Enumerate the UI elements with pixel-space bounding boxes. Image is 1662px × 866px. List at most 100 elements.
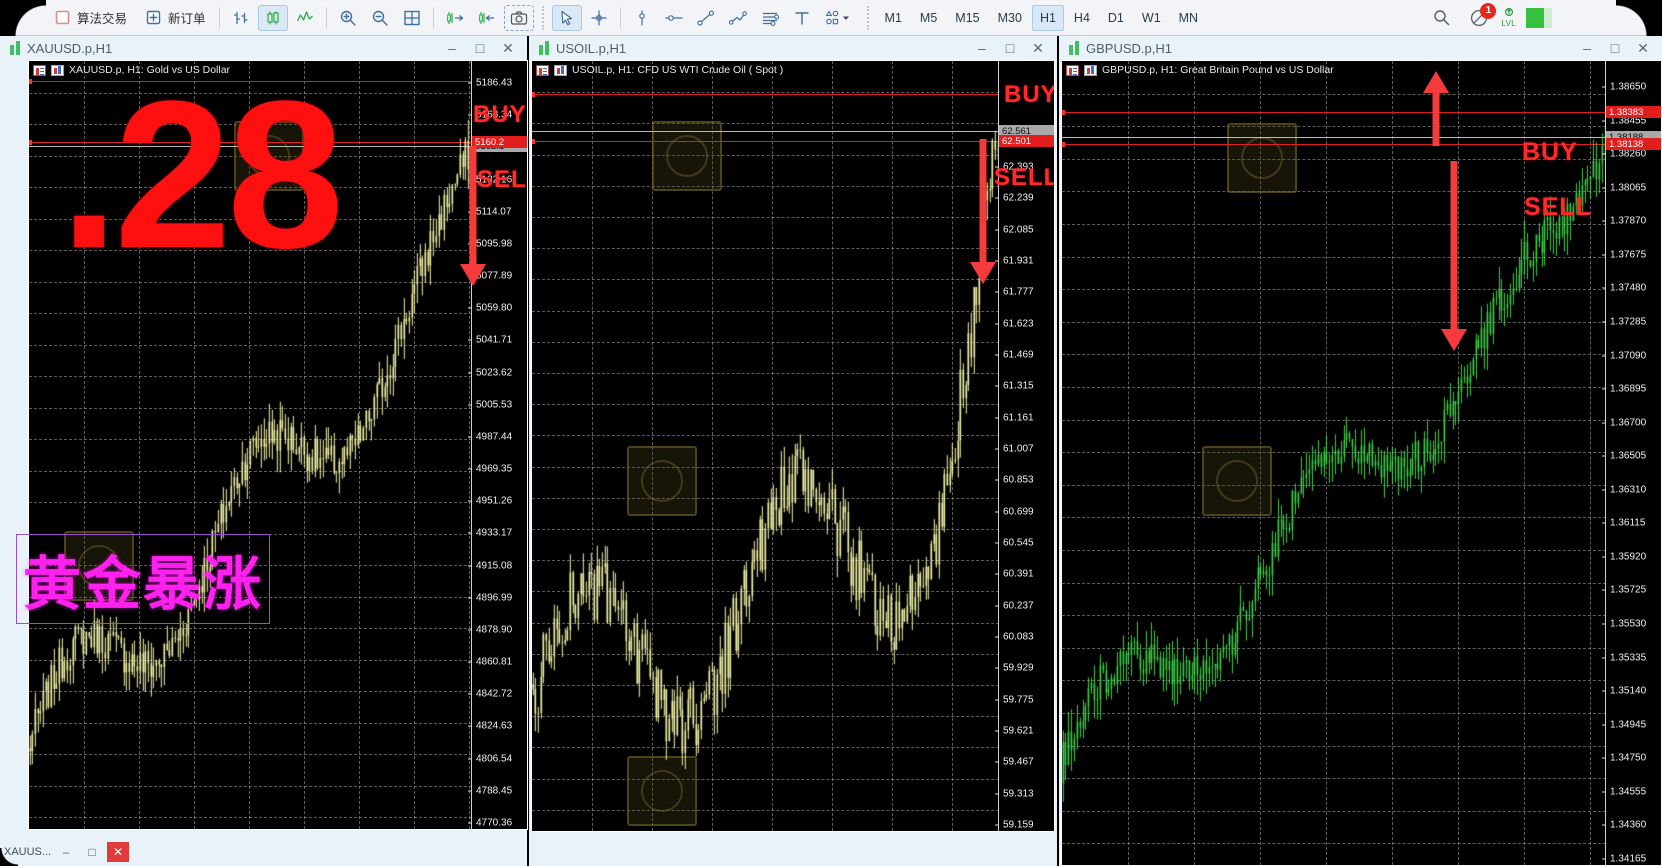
chart-canvas-usoil[interactable]: USOIL.p, H1: CFD US WTI Crude Oil ( Spot… xyxy=(531,60,1055,832)
bar-chart-icon[interactable] xyxy=(226,5,256,31)
shapes-icon[interactable] xyxy=(819,5,859,31)
chart-shift-right-icon[interactable] xyxy=(440,5,470,31)
new-order-button[interactable]: 新订单 xyxy=(136,5,213,31)
axis-tick xyxy=(995,479,999,481)
close-button[interactable]: ✕ xyxy=(502,39,514,56)
axis-label: 1.35140 xyxy=(1610,685,1647,697)
line-chart-icon[interactable] xyxy=(290,5,320,31)
axis-tick xyxy=(995,323,999,325)
maximize-button[interactable]: □ xyxy=(1005,40,1015,56)
axis-label: 4824.63 xyxy=(476,720,513,732)
timeframe-m1[interactable]: M1 xyxy=(884,10,902,25)
axis-label: 1.34945 xyxy=(1610,719,1647,731)
candlestick-chart-icon[interactable] xyxy=(257,4,288,31)
search-icon[interactable] xyxy=(1426,5,1456,31)
vertical-line-icon[interactable] xyxy=(627,5,657,31)
axis-label: 61.623 xyxy=(1003,318,1034,330)
axis-label: 4987.44 xyxy=(476,431,513,443)
chart-shift-left-icon[interactable] xyxy=(472,5,502,31)
trendline-icon[interactable] xyxy=(691,5,721,31)
axis-tick xyxy=(995,229,999,231)
axis-tick xyxy=(468,629,472,631)
zoom-in-icon[interactable] xyxy=(333,5,363,31)
axis-label: 4860.81 xyxy=(476,656,513,668)
algo-trading-button[interactable]: 算法交易 xyxy=(45,5,134,31)
axis-tick xyxy=(995,699,999,701)
connection-status-indicator[interactable] xyxy=(1526,7,1552,28)
bid-price-tag: 1.38138 xyxy=(1606,138,1661,150)
axis-label: 5132.16 xyxy=(476,174,513,186)
price-axis-gbpusd[interactable]: 1.38650 1.38455 1.38260 1.38065 1.37870 1.376… xyxy=(1602,61,1661,865)
axis-label: 1.36700 xyxy=(1610,417,1647,429)
timeframe-h1[interactable]: H1 xyxy=(1031,4,1064,31)
axis-tick xyxy=(1602,388,1606,390)
buy-annotation: BUY xyxy=(1004,81,1055,108)
axis-tick xyxy=(1602,791,1606,793)
cursor-icon[interactable] xyxy=(551,4,582,31)
timeframe-d1[interactable]: D1 xyxy=(1107,10,1124,25)
timeframe-h4[interactable]: H4 xyxy=(1073,10,1090,25)
timeframe-m5[interactable]: M5 xyxy=(919,10,938,25)
chart-header: USOIL.p, H1: CFD US WTI Crude Oil ( Spot… xyxy=(536,64,783,76)
maximize-button[interactable]: □ xyxy=(1610,40,1620,56)
axis-label: 1.38260 xyxy=(1610,148,1647,160)
axis-tick xyxy=(995,166,999,168)
data-window-icon xyxy=(1066,64,1079,76)
price-axis-xauusd[interactable]: 5186.435168.345150.255132.165114.075095.… xyxy=(468,61,527,829)
chart-taskbar-item[interactable]: XAUUS... – □ ✕ xyxy=(0,838,186,866)
taskbar-maximize-button[interactable]: □ xyxy=(88,845,96,859)
axis-label: 1.34165 xyxy=(1610,853,1647,865)
timeframe-m15[interactable]: M15 xyxy=(955,10,980,25)
taskbar-close-button[interactable]: ✕ xyxy=(107,842,130,862)
taskbar-minimize-button[interactable]: – xyxy=(62,845,70,859)
chart-window-titlebar[interactable]: USOIL.p,H1 – □ ✕ xyxy=(529,36,1057,60)
chart-header: GBPUSD.p, H1: Great Britain Pound vs US … xyxy=(1066,64,1334,76)
fibonacci-icon[interactable] xyxy=(755,5,785,31)
axis-label: 59.313 xyxy=(1003,788,1034,800)
chart-window-titlebar[interactable]: XAUUSD.p,H1 – □ ✕ xyxy=(0,36,527,60)
close-button[interactable]: ✕ xyxy=(1032,39,1044,56)
window-controls: – □ ✕ xyxy=(439,38,527,58)
axis-tick xyxy=(468,565,472,567)
screenshot-icon[interactable] xyxy=(503,4,534,31)
polyline-icon[interactable] xyxy=(723,5,753,31)
sell-arrow-down xyxy=(1440,161,1468,351)
minimize-button[interactable]: – xyxy=(1583,40,1591,56)
taskbar-item-label: XAUUS... xyxy=(4,846,52,858)
chart-canvas-gbpusd[interactable]: GBPUSD.p, H1: Great Britain Pound vs US … xyxy=(1061,60,1662,866)
minimize-button[interactable]: – xyxy=(978,40,986,56)
chart-window-titlebar[interactable]: GBPUSD.p,H1 – □ ✕ xyxy=(1059,36,1662,60)
zoom-out-icon[interactable] xyxy=(365,5,395,31)
axis-tick xyxy=(468,822,472,824)
sell-arrow-down xyxy=(969,139,997,284)
level-label: LVL xyxy=(1501,18,1516,28)
sell-annotation: SELL xyxy=(477,166,527,193)
timeframe-w1[interactable]: W1 xyxy=(1141,10,1161,25)
maximize-button[interactable]: □ xyxy=(475,40,485,56)
close-button[interactable]: ✕ xyxy=(1637,39,1649,56)
timeframe-m30[interactable]: M30 xyxy=(997,10,1022,25)
tile-windows-icon[interactable] xyxy=(397,5,427,31)
chart-window-xauusd: XAUUSD.p,H1 – □ ✕ XAUUSD.p, H1: Gold vs … xyxy=(0,36,528,866)
crosshair-icon[interactable] xyxy=(584,5,614,31)
price-axis-usoil[interactable]: 62.393 62.239 62.085 61.931 61.777 61.623 61.4… xyxy=(995,61,1054,831)
candlestick-icon xyxy=(1069,41,1079,55)
axis-label: 5186.43 xyxy=(476,77,513,89)
axis-label: 4951.26 xyxy=(476,495,513,507)
buy-arrow-up xyxy=(1422,71,1450,146)
axis-label: 62.239 xyxy=(1003,192,1034,204)
notifications-button[interactable]: 1 xyxy=(1467,2,1497,30)
axis-label: 60.237 xyxy=(1003,600,1034,612)
bid-price-tag: 1.38383 xyxy=(1606,106,1661,118)
text-tool-icon[interactable] xyxy=(787,5,817,31)
axis-tick xyxy=(1602,321,1606,323)
axis-label: 5041.71 xyxy=(476,334,513,346)
minimize-button[interactable]: – xyxy=(448,40,456,56)
chart-canvas-xauusd[interactable]: XAUUSD.p, H1: Gold vs US Dollar BUY SELL… xyxy=(28,60,528,830)
level-indicator[interactable]: LVL xyxy=(1501,7,1516,28)
axis-label: 62.085 xyxy=(1003,224,1034,236)
axis-tick xyxy=(1602,254,1606,256)
timeframe-mn[interactable]: MN xyxy=(1178,10,1199,25)
horizontal-line-icon[interactable] xyxy=(659,5,689,31)
